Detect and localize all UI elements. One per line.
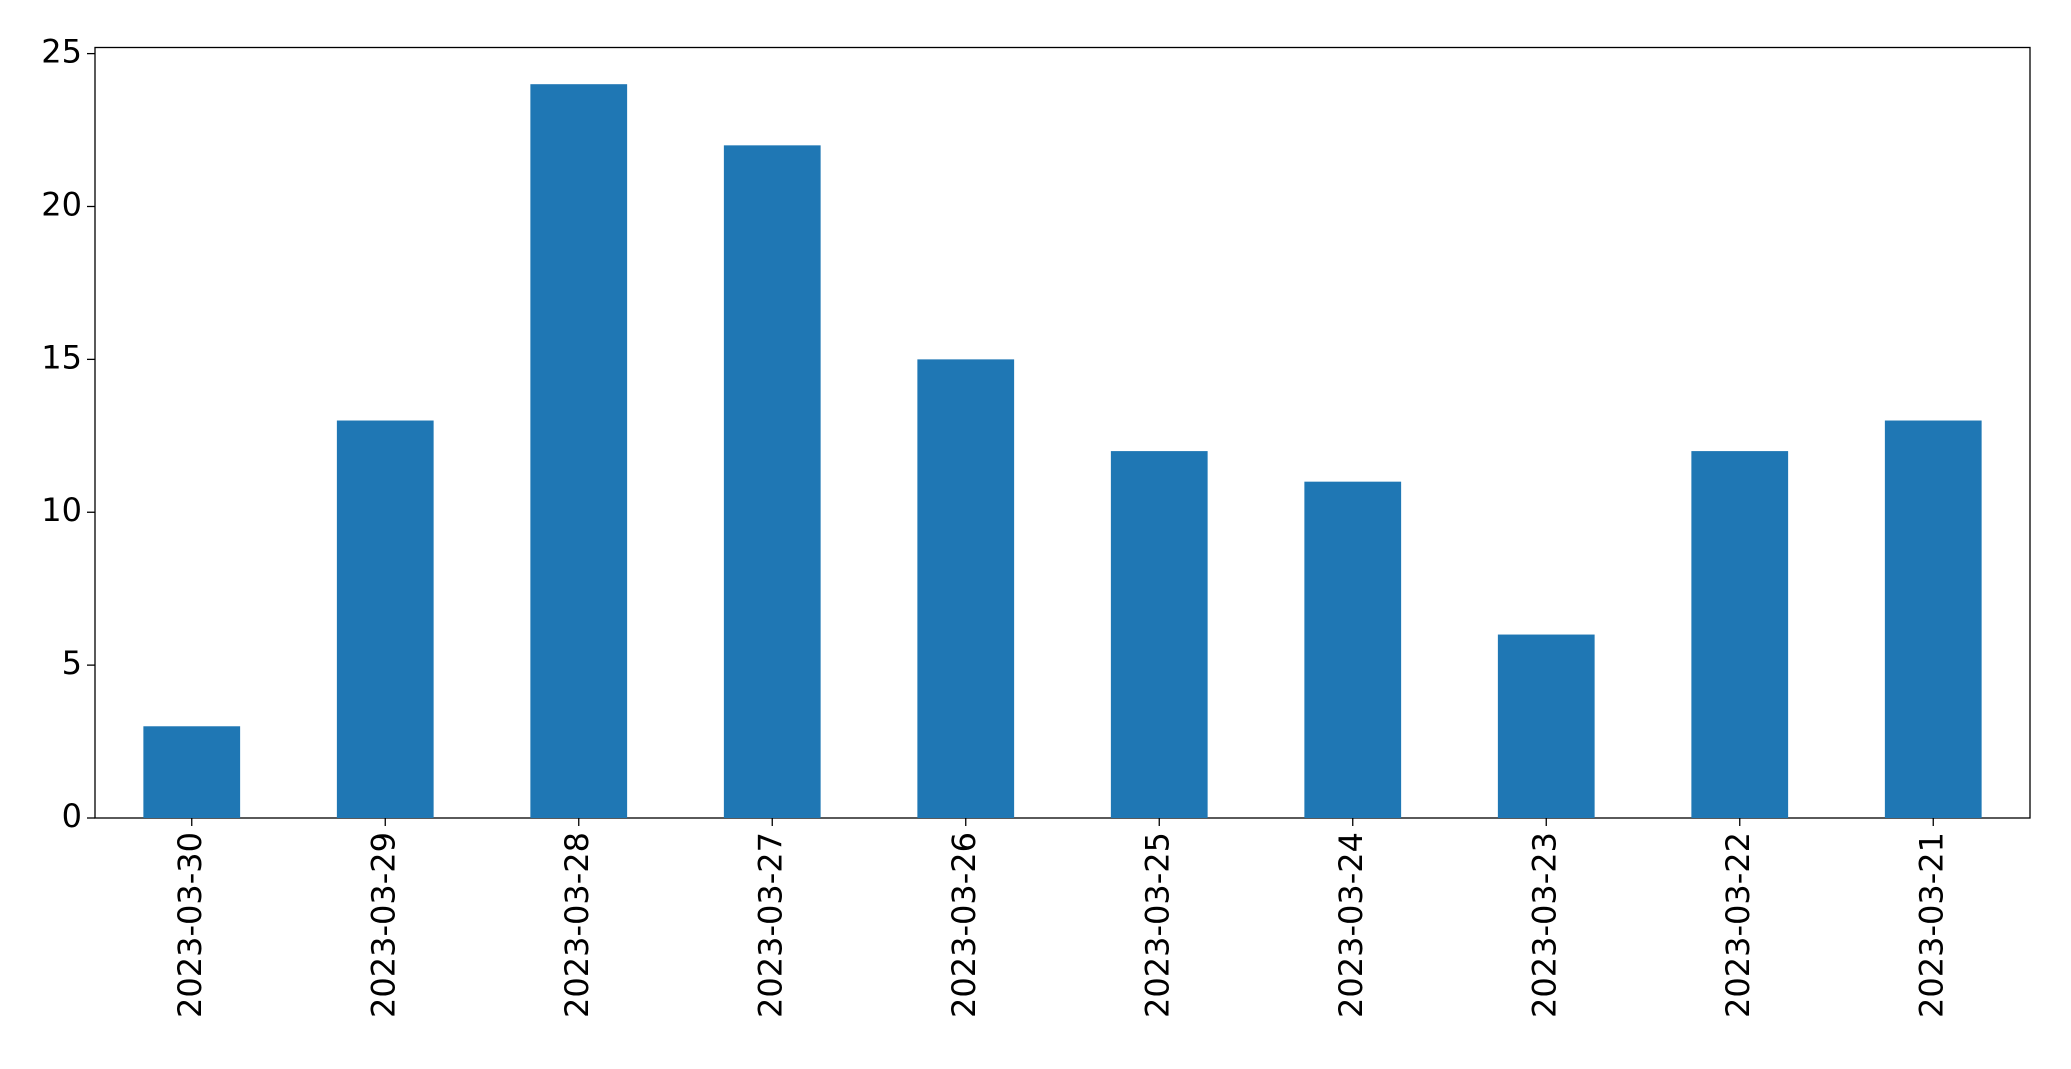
x-tick-label: 2023-03-26 — [945, 832, 983, 1018]
y-tick-label: 5 — [62, 644, 82, 682]
x-tick-label: 2023-03-23 — [1525, 832, 1563, 1018]
bar — [917, 359, 1015, 818]
x-tick-label: 2023-03-27 — [751, 832, 789, 1018]
y-tick-label: 15 — [41, 338, 82, 376]
bar — [1304, 481, 1402, 818]
x-tick-label: 2023-03-29 — [364, 832, 402, 1018]
bar — [1884, 420, 1982, 818]
y-tick-label: 25 — [41, 33, 82, 71]
bar — [143, 726, 241, 818]
bar — [723, 145, 821, 819]
y-tick-label: 20 — [41, 185, 82, 223]
plot-frame — [94, 46, 2031, 819]
x-tick-label: 2023-03-30 — [171, 832, 209, 1018]
y-tick-label: 10 — [41, 491, 82, 529]
x-tick-label: 2023-03-22 — [1719, 832, 1757, 1018]
bar — [1497, 634, 1595, 818]
bar — [530, 84, 628, 818]
x-tick-label: 2023-03-21 — [1912, 832, 1950, 1018]
bar — [1110, 451, 1208, 818]
y-tick-label: 0 — [62, 797, 82, 835]
x-tick-label: 2023-03-28 — [558, 832, 596, 1018]
bar — [336, 420, 434, 818]
bar — [1691, 451, 1789, 818]
x-tick-label: 2023-03-25 — [1138, 832, 1176, 1018]
x-tick-label: 2023-03-24 — [1332, 832, 1370, 1018]
